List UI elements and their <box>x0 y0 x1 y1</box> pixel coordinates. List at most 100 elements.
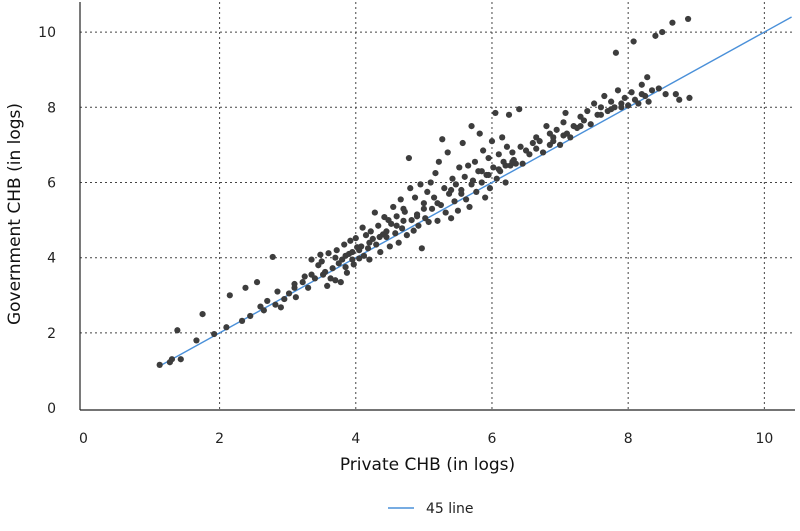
data-point <box>360 252 368 259</box>
data-point <box>392 230 399 237</box>
data-point <box>260 307 267 314</box>
data-point <box>337 279 344 286</box>
data-point <box>277 304 284 311</box>
data-point <box>305 284 312 291</box>
data-point <box>393 213 400 220</box>
data-point <box>439 136 446 143</box>
data-point <box>482 194 489 201</box>
data-point <box>648 87 656 94</box>
data-point <box>291 280 298 288</box>
data-point <box>418 245 425 252</box>
data-point <box>362 232 370 239</box>
data-point <box>459 139 466 147</box>
data-point <box>253 279 261 286</box>
data-point <box>502 162 509 169</box>
data-point <box>281 295 288 303</box>
data-point <box>308 271 315 278</box>
data-point <box>428 205 436 212</box>
data-point <box>638 81 645 88</box>
data-point <box>499 134 506 141</box>
data-point <box>509 158 516 165</box>
data-point <box>495 166 502 173</box>
data-point <box>327 275 334 282</box>
data-point <box>398 225 406 232</box>
data-point <box>468 181 475 188</box>
data-point <box>272 301 279 308</box>
y-tick-label-6: 6 <box>47 175 56 191</box>
data-point <box>612 49 620 56</box>
data-point <box>199 311 206 318</box>
data-point <box>325 250 332 257</box>
data-point <box>400 205 407 212</box>
data-point <box>614 87 622 94</box>
data-point <box>560 119 567 126</box>
data-point <box>686 94 693 101</box>
data-point <box>434 200 441 207</box>
data-point <box>442 209 449 216</box>
y-axis-title: Government CHB (in logs) <box>5 103 25 325</box>
data-point <box>366 239 373 246</box>
data-point <box>333 247 340 254</box>
data-point <box>390 203 397 211</box>
data-point <box>556 141 564 148</box>
data-point <box>490 164 497 171</box>
data-point <box>465 162 472 169</box>
data-point <box>485 154 492 162</box>
y-tick-label-8: 8 <box>47 100 56 116</box>
data-point <box>471 158 479 165</box>
data-point <box>350 261 357 268</box>
data-point <box>502 179 509 186</box>
data-point <box>517 143 524 150</box>
x-tick-label-10: 10 <box>755 431 773 447</box>
data-point <box>322 268 329 276</box>
data-point <box>366 256 373 263</box>
data-point <box>373 241 380 248</box>
data-point <box>375 222 382 229</box>
data-point <box>638 91 645 98</box>
y-tick-label-2: 2 <box>47 326 56 342</box>
data-point <box>441 185 448 192</box>
data-point <box>454 207 462 214</box>
data-point <box>533 145 540 152</box>
data-point <box>669 19 676 26</box>
data-point <box>463 196 470 203</box>
data-point <box>608 106 615 113</box>
data-point <box>367 228 374 235</box>
data-point <box>630 38 637 45</box>
data-point <box>448 186 455 194</box>
data-point <box>301 273 308 280</box>
data-point <box>458 190 465 197</box>
data-point <box>655 85 662 92</box>
data-point <box>356 255 363 262</box>
data-point <box>411 194 419 201</box>
data-point <box>503 143 511 150</box>
data-point <box>388 220 395 227</box>
data-point <box>562 109 569 117</box>
data-point <box>211 330 218 338</box>
data-point <box>393 222 400 229</box>
data-point <box>400 217 407 224</box>
data-point <box>488 138 496 145</box>
data-point <box>332 254 339 261</box>
data-point <box>317 251 324 258</box>
grid-lines <box>80 2 795 410</box>
data-point <box>644 74 651 81</box>
data-point <box>432 169 439 177</box>
data-point <box>444 149 451 156</box>
data-point <box>516 106 523 113</box>
tick-labels: 0 2 4 6 8 10 0 2 4 6 8 10 <box>38 25 773 447</box>
data-point <box>403 232 410 239</box>
data-point <box>341 241 348 248</box>
data-point <box>553 126 560 133</box>
data-point <box>383 233 390 241</box>
data-point <box>177 356 184 363</box>
data-point <box>659 28 666 36</box>
data-point <box>417 181 424 188</box>
data-point <box>371 209 378 216</box>
legend-label: 45 line <box>426 501 474 517</box>
data-point <box>226 292 233 299</box>
y-tick-label-4: 4 <box>47 251 56 267</box>
data-point <box>468 122 475 130</box>
data-point <box>546 141 553 148</box>
data-point <box>174 327 181 334</box>
